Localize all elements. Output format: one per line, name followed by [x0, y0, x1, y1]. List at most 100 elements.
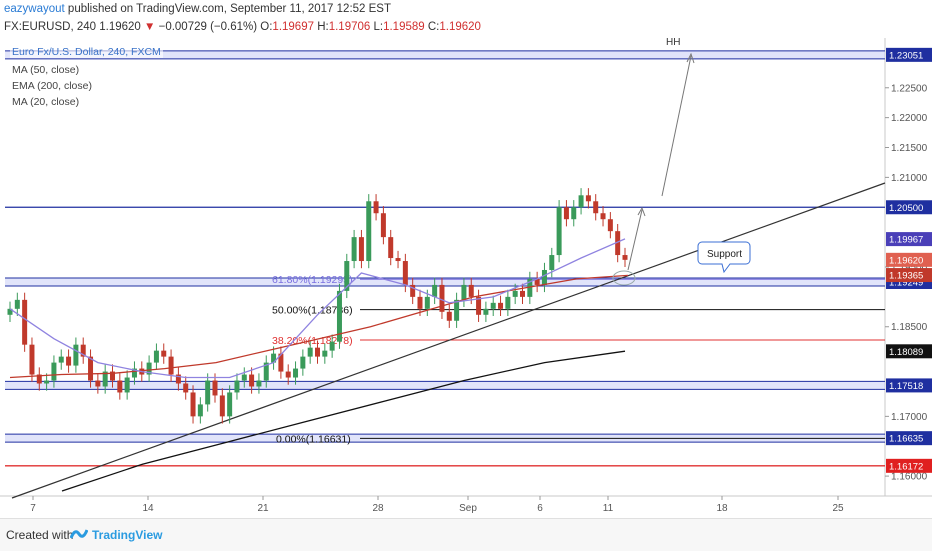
candle-body: [88, 356, 94, 381]
candle-body: [607, 219, 613, 232]
level-price-label: 1.17518: [889, 381, 923, 392]
level-price-box: [886, 47, 932, 62]
candle-body: [80, 344, 86, 357]
x-tick-label: 18: [716, 503, 728, 514]
footer: Created with TradingView: [0, 518, 932, 551]
candle-body: [285, 371, 291, 378]
created-with-label: Created with: [6, 528, 74, 542]
legend-ema200[interactable]: EMA (200, close): [10, 80, 94, 92]
chart-canvas[interactable]: 1.22500 1.22000 1.21500 1.21000 1.19500 1.185…: [0, 37, 932, 518]
candle-body: [183, 383, 189, 393]
candle-body: [446, 311, 452, 321]
y-tick-label: 1.19500: [891, 263, 928, 274]
candle-body: [212, 380, 218, 396]
y-tick-label: 1.21000: [891, 173, 928, 184]
candle-body: [417, 296, 423, 309]
support-callout[interactable]: [697, 241, 751, 274]
candle-body: [95, 380, 101, 387]
candle-body: [22, 299, 28, 345]
low-value: 1.19589: [383, 21, 425, 33]
candle-body: [102, 371, 108, 387]
candle-body: [512, 290, 518, 297]
publish-info: published on TradingView.com, September …: [64, 3, 391, 15]
short-arrow-line[interactable]: [627, 209, 643, 271]
candle-body: [380, 213, 386, 238]
tradingview-brand[interactable]: TradingView: [92, 528, 163, 542]
candle-body: [563, 207, 569, 220]
candle-body: [249, 374, 255, 387]
change-value: −0.00729 (−0.61%): [158, 21, 258, 33]
candle-body: [344, 261, 350, 291]
price-chart[interactable]: 1.22500 1.22000 1.21500 1.21000 1.19500 1.185…: [0, 37, 932, 518]
candle-body: [190, 392, 196, 417]
level-price-label: 1.20500: [889, 203, 923, 214]
change-arrow-icon: ▼: [144, 21, 156, 33]
candle-body: [73, 344, 79, 366]
x-tick-label: Sep: [459, 503, 477, 514]
symbol-label: FX:EURUSD, 240: [4, 21, 97, 33]
candle-body: [490, 302, 496, 309]
candle-body: [549, 255, 555, 270]
uptrend-line[interactable]: [11, 182, 886, 499]
x-tick-label: 7: [30, 503, 36, 514]
projection-arrow-line[interactable]: [661, 55, 692, 197]
price-marker-box: [886, 268, 932, 283]
arrow-head-icon: [637, 206, 646, 217]
level-price-box: [886, 200, 932, 215]
candle-body: [439, 284, 445, 312]
x-tick-label: 6: [537, 503, 543, 514]
support-highlight-ellipse: [612, 270, 636, 286]
candle-body: [402, 261, 408, 285]
y-tick-label: 1.22000: [891, 113, 928, 124]
legend-ma20[interactable]: MA (20, close): [10, 96, 82, 108]
candle-body: [373, 201, 379, 214]
y-tick-label: 1.17000: [891, 412, 928, 423]
candle-body: [358, 237, 364, 262]
legend-ma50[interactable]: MA (50, close): [10, 64, 82, 76]
level-price-box: [886, 378, 932, 393]
price-marker-label: 1.19620: [889, 255, 923, 266]
candle-body: [110, 371, 115, 381]
candle-body: [395, 258, 401, 262]
candle-body: [131, 368, 137, 378]
fib-level-label: 61.80%(1.19295): [272, 274, 353, 286]
candle-body: [168, 356, 174, 375]
level-band: [5, 50, 885, 59]
candle-body: [585, 195, 591, 202]
ma50-line[interactable]: [9, 274, 629, 379]
candle-body: [153, 350, 159, 363]
candle-body: [600, 213, 606, 220]
open-label: O:: [260, 21, 273, 33]
candle-body: [58, 356, 64, 363]
candle-body: [520, 290, 525, 297]
candle-body: [424, 296, 430, 309]
high-value: 1.19706: [328, 21, 371, 33]
fib-level-label: 50.00%(1.18786): [272, 305, 353, 317]
candle-body: [263, 362, 269, 381]
candle-body: [556, 207, 562, 256]
candle-body: [388, 237, 394, 259]
author-link[interactable]: eazywayout: [4, 3, 65, 15]
y-tick-label: 1.21500: [891, 143, 928, 154]
low-label: L:: [373, 21, 384, 33]
publish-line: eazywayout published on TradingView.com,…: [4, 3, 391, 15]
candle-body: [527, 278, 533, 297]
candle-body: [410, 284, 416, 297]
price-marker-box: [886, 232, 932, 247]
candle-body: [256, 380, 262, 387]
ema200-line[interactable]: [61, 350, 626, 492]
ma20-line[interactable]: [9, 238, 626, 379]
candle-body: [205, 380, 211, 405]
candle-body: [322, 350, 328, 357]
candle-body: [534, 278, 540, 285]
candle-body: [498, 302, 504, 309]
candle-body: [278, 353, 284, 372]
price-marker-box: [886, 252, 932, 267]
level-price-label: 1.16172: [889, 461, 923, 472]
last-price: 1.19620: [99, 21, 141, 33]
legend-title: Euro Fx/U.S. Dollar, 240, FXCM: [10, 46, 163, 58]
candle-body: [14, 299, 20, 309]
candle-body: [117, 380, 123, 393]
candle-body: [593, 201, 599, 214]
candle-body: [307, 347, 313, 357]
